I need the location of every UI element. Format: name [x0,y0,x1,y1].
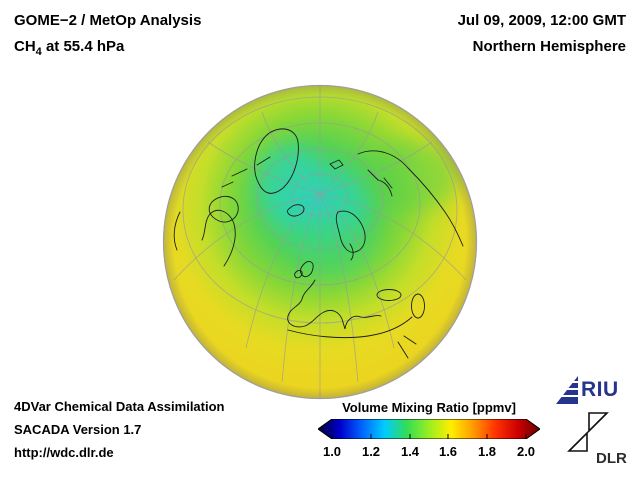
globe-map [162,84,478,400]
globe-svg [162,84,478,400]
analysis-title: GOME−2 / MetOp Analysis [14,12,202,29]
colorbar-tick: 1.2 [361,444,381,459]
species-prefix: CH [14,38,36,55]
dlr-logo: DLR [566,410,630,470]
colorbar-tick-labels: 1.0 1.2 1.4 1.6 1.8 2.0 [318,444,540,460]
riu-logo-text: RIU [581,378,619,401]
datetime-label: Jul 09, 2009, 12:00 GMT [457,12,626,29]
colorbar-tick-marks [331,434,527,439]
colorbar-tick: 1.0 [322,444,342,459]
riu-logo: RIU [556,376,619,404]
colorbar [317,418,541,440]
species-suffix: at 55.4 hPa [41,38,125,55]
dlr-logo-text: DLR [596,450,627,467]
heat-layer [163,85,477,399]
colorbar-arrow-bar [317,418,541,440]
species-level-label: CH4 at 55.4 hPa [14,38,124,58]
colorbar-svg [317,418,541,440]
riu-logo-icon [556,376,578,404]
assimilation-label: 4DVar Chemical Data Assimilation [14,399,225,414]
colorbar-title: Volume Mixing Ratio [ppmv] [342,400,516,415]
dlr-logo-icon [567,412,609,452]
colorbar-tick: 1.6 [438,444,458,459]
colorbar-tick: 1.4 [400,444,420,459]
colorbar-tick: 2.0 [516,444,536,459]
hemisphere-label: Northern Hemisphere [472,38,626,55]
species-subscript: 4 [35,46,42,58]
globe-outline [162,84,478,400]
website-url: http://wdc.dlr.de [14,445,114,460]
version-label: SACADA Version 1.7 [14,422,142,437]
colorbar-tick: 1.8 [477,444,497,459]
